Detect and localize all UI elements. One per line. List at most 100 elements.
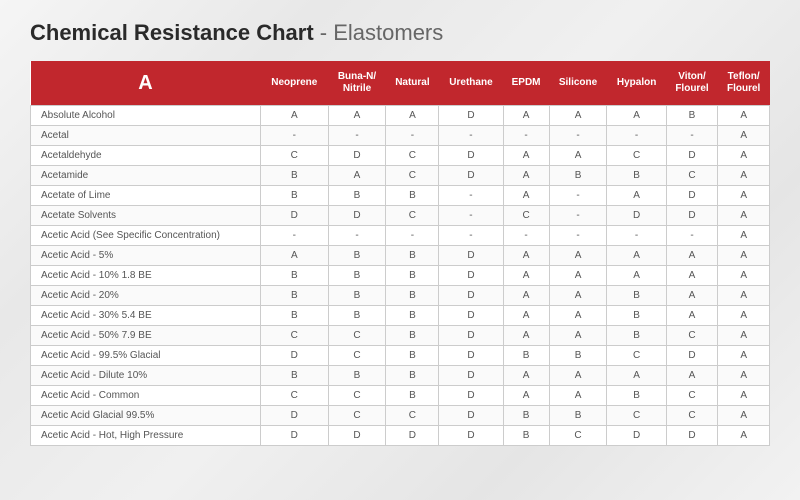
rating-cell: C	[386, 166, 439, 186]
table-header-row: A NeopreneBuna-N/NitrileNaturalUrethaneE…	[31, 61, 770, 106]
rating-cell: B	[503, 426, 549, 446]
rating-cell: B	[503, 346, 549, 366]
rating-cell: D	[439, 406, 503, 426]
rating-cell: A	[718, 166, 770, 186]
chemical-name: Acetate of Lime	[31, 186, 261, 206]
chemical-name: Acetic Acid - Dilute 10%	[31, 366, 261, 386]
rating-cell: D	[386, 426, 439, 446]
rating-cell: D	[607, 426, 666, 446]
rating-cell: B	[386, 266, 439, 286]
chemical-name: Absolute Alcohol	[31, 106, 261, 126]
rating-cell: B	[328, 186, 386, 206]
table-row: Acetic Acid - Dilute 10%BBBDAAAAA	[31, 366, 770, 386]
rating-cell: -	[666, 226, 718, 246]
rating-cell: B	[549, 166, 607, 186]
rating-cell: D	[666, 186, 718, 206]
rating-cell: B	[386, 286, 439, 306]
table-row: Acetal--------A	[31, 126, 770, 146]
col-header: Neoprene	[261, 61, 329, 106]
table-row: Acetic Acid - 50% 7.9 BECCBDAABCA	[31, 326, 770, 346]
rating-cell: D	[439, 346, 503, 366]
rating-cell: A	[503, 266, 549, 286]
rating-cell: A	[718, 366, 770, 386]
rating-cell: B	[386, 346, 439, 366]
rating-cell: -	[549, 186, 607, 206]
col-header: EPDM	[503, 61, 549, 106]
rating-cell: A	[718, 326, 770, 346]
rating-cell: -	[386, 126, 439, 146]
rating-cell: D	[328, 426, 386, 446]
rating-cell: C	[666, 406, 718, 426]
rating-cell: A	[549, 106, 607, 126]
table-row: AcetamideBACDABBCA	[31, 166, 770, 186]
rating-cell: A	[261, 106, 329, 126]
rating-cell: -	[386, 226, 439, 246]
rating-cell: C	[261, 386, 329, 406]
rating-cell: A	[718, 226, 770, 246]
col-header: Buna-N/Nitrile	[328, 61, 386, 106]
rating-cell: A	[666, 366, 718, 386]
rating-cell: B	[328, 306, 386, 326]
table-row: Acetic Acid (See Specific Concentration)…	[31, 226, 770, 246]
rating-cell: A	[503, 106, 549, 126]
rating-cell: D	[439, 306, 503, 326]
rating-cell: B	[261, 166, 329, 186]
rating-cell: C	[607, 146, 666, 166]
rating-cell: A	[549, 366, 607, 386]
rating-cell: -	[261, 226, 329, 246]
rating-cell: -	[439, 226, 503, 246]
rating-cell: -	[607, 126, 666, 146]
col-header: Silicone	[549, 61, 607, 106]
resistance-table: A NeopreneBuna-N/NitrileNaturalUrethaneE…	[30, 61, 770, 446]
rating-cell: B	[607, 286, 666, 306]
rating-cell: B	[549, 346, 607, 366]
rating-cell: D	[439, 266, 503, 286]
table-row: Acetic Acid - CommonCCBDAABCA	[31, 386, 770, 406]
rating-cell: D	[666, 206, 718, 226]
rating-cell: -	[503, 226, 549, 246]
rating-cell: D	[439, 146, 503, 166]
rating-cell: A	[666, 306, 718, 326]
rating-cell: C	[328, 406, 386, 426]
rating-cell: A	[718, 406, 770, 426]
chemical-name: Acetic Acid (See Specific Concentration)	[31, 226, 261, 246]
rating-cell: -	[439, 206, 503, 226]
rating-cell: A	[718, 206, 770, 226]
rating-cell: C	[261, 326, 329, 346]
rating-cell: B	[386, 306, 439, 326]
rating-cell: -	[666, 126, 718, 146]
rating-cell: A	[666, 286, 718, 306]
col-header: Hypalon	[607, 61, 666, 106]
table-row: Acetic Acid - Hot, High PressureDDDDBCDD…	[31, 426, 770, 446]
table-row: AcetaldehydeCDCDAACDA	[31, 146, 770, 166]
table-row: Acetic Acid - 99.5% GlacialDCBDBBCDA	[31, 346, 770, 366]
rating-cell: C	[386, 146, 439, 166]
rating-cell: D	[261, 426, 329, 446]
chemical-name: Acetamide	[31, 166, 261, 186]
chemical-name: Acetal	[31, 126, 261, 146]
chemical-name: Acetate Solvents	[31, 206, 261, 226]
rating-cell: -	[439, 186, 503, 206]
rating-cell: -	[328, 226, 386, 246]
rating-cell: B	[386, 386, 439, 406]
rating-cell: D	[666, 426, 718, 446]
rating-cell: A	[718, 146, 770, 166]
rating-cell: B	[386, 246, 439, 266]
rating-cell: D	[439, 246, 503, 266]
rating-cell: A	[503, 186, 549, 206]
rating-cell: C	[607, 406, 666, 426]
table-body: Absolute AlcoholAAADAAABAAcetal--------A…	[31, 106, 770, 446]
chemical-name: Acetic Acid - Hot, High Pressure	[31, 426, 261, 446]
rating-cell: A	[607, 366, 666, 386]
page-title: Chemical Resistance Chart - Elastomers	[30, 20, 770, 46]
chemical-name: Acetaldehyde	[31, 146, 261, 166]
rating-cell: D	[607, 206, 666, 226]
rating-cell: D	[328, 146, 386, 166]
rating-cell: -	[439, 126, 503, 146]
rating-cell: A	[718, 266, 770, 286]
chemical-name: Acetic Acid - 99.5% Glacial	[31, 346, 261, 366]
rating-cell: B	[386, 326, 439, 346]
rating-cell: B	[666, 106, 718, 126]
rating-cell: B	[261, 286, 329, 306]
chemical-name: Acetic Acid - Common	[31, 386, 261, 406]
